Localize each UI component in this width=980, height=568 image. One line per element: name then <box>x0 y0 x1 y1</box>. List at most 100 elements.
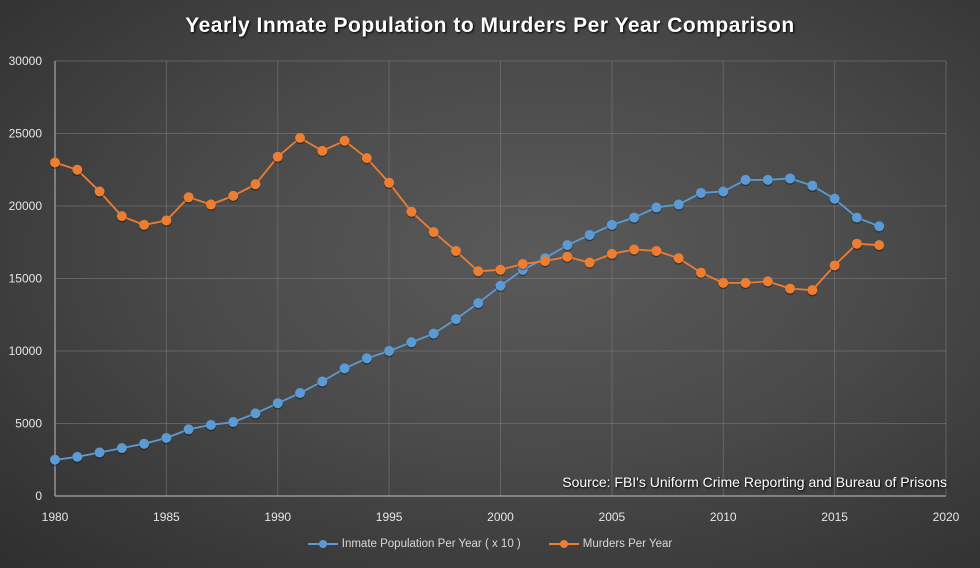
x-tick-label: 2015 <box>821 510 848 524</box>
data-point[interactable] <box>116 211 127 222</box>
gridlines <box>55 60 947 496</box>
data-point[interactable] <box>874 240 885 251</box>
data-point[interactable] <box>629 244 640 255</box>
data-point[interactable] <box>428 227 439 238</box>
data-point[interactable] <box>183 192 194 203</box>
data-point[interactable] <box>562 240 573 251</box>
data-point[interactable] <box>428 328 439 339</box>
data-point[interactable] <box>874 221 885 232</box>
data-point[interactable] <box>718 186 729 197</box>
data-point[interactable] <box>673 199 684 210</box>
data-point[interactable] <box>740 174 751 185</box>
data-point[interactable] <box>807 285 818 296</box>
data-point[interactable] <box>406 337 417 348</box>
chart-title: Yearly Inmate Population to Murders Per … <box>185 14 795 37</box>
data-point[interactable] <box>361 153 372 164</box>
data-point[interactable] <box>651 202 662 213</box>
data-point[interactable] <box>762 174 773 185</box>
data-point[interactable] <box>785 173 796 184</box>
data-point[interactable] <box>339 363 350 374</box>
data-point[interactable] <box>183 424 194 435</box>
y-tick-label: 30000 <box>9 54 43 68</box>
source-annotation: Source: FBI's Uniform Crime Reporting an… <box>562 474 947 490</box>
data-point[interactable] <box>606 219 617 230</box>
data-point[interactable] <box>473 266 484 277</box>
data-point[interactable] <box>228 190 239 201</box>
data-point[interactable] <box>205 199 216 210</box>
y-tick-label: 25000 <box>9 127 43 141</box>
x-tick-label: 2010 <box>710 510 737 524</box>
data-point[interactable] <box>695 267 706 278</box>
legend-marker-inmate-icon <box>307 539 338 549</box>
y-tick-label: 5000 <box>15 417 42 431</box>
data-point[interactable] <box>72 164 83 175</box>
data-point[interactable] <box>584 230 595 240</box>
data-point[interactable] <box>361 353 372 364</box>
data-point[interactable] <box>406 206 417 217</box>
data-point[interactable] <box>116 443 127 454</box>
y-tick-label: 15000 <box>9 272 43 286</box>
data-point[interactable] <box>829 193 840 204</box>
x-tick-label: 1980 <box>42 510 69 524</box>
y-tick-label: 0 <box>35 489 42 503</box>
legend-marker-murders-icon <box>548 539 579 549</box>
data-point[interactable] <box>339 135 350 146</box>
data-point[interactable] <box>161 215 172 226</box>
data-point[interactable] <box>161 433 172 443</box>
data-point[interactable] <box>562 251 573 262</box>
data-point[interactable] <box>495 264 506 275</box>
y-tick-label: 10000 <box>9 344 43 358</box>
data-point[interactable] <box>272 398 283 409</box>
data-point[interactable] <box>851 238 862 249</box>
x-tick-label: 1990 <box>264 510 291 524</box>
data-point[interactable] <box>473 298 484 309</box>
data-point[interactable] <box>517 259 528 269</box>
legend-item-inmate[interactable]: Inmate Population Per Year ( x 10 ) <box>307 538 521 550</box>
data-point[interactable] <box>540 256 551 267</box>
data-point[interactable] <box>50 454 60 465</box>
data-point[interactable] <box>250 408 261 419</box>
legend-item-murders[interactable]: Murders Per Year <box>548 538 673 550</box>
data-point[interactable] <box>317 376 328 387</box>
data-point[interactable] <box>851 212 862 223</box>
x-tick-labels: 1980 1985 1990 1995 2000 2005 2010 2015 2020 <box>42 510 960 524</box>
y-tick-labels: 0 5000 10000 15000 20000 25000 30000 <box>9 54 43 503</box>
data-point[interactable] <box>629 212 640 223</box>
data-point[interactable] <box>139 438 150 449</box>
data-point[interactable] <box>295 388 306 399</box>
data-point[interactable] <box>72 451 83 462</box>
data-point[interactable] <box>205 419 216 430</box>
data-point[interactable] <box>829 260 840 271</box>
legend: Inmate Population Per Year ( x 10 ) Murd… <box>0 538 980 550</box>
data-point[interactable] <box>450 245 461 256</box>
legend-label-murders: Murders Per Year <box>582 538 673 550</box>
legend-label-inmate: Inmate Population Per Year ( x 10 ) <box>341 538 521 550</box>
data-point[interactable] <box>450 314 461 325</box>
data-point[interactable] <box>762 276 773 287</box>
data-point[interactable] <box>250 179 261 190</box>
data-point[interactable] <box>295 132 306 143</box>
series-line <box>54 177 880 461</box>
data-point[interactable] <box>94 186 105 197</box>
data-point[interactable] <box>673 253 684 264</box>
data-point[interactable] <box>228 417 239 428</box>
series-inmate-population <box>49 173 885 467</box>
data-point[interactable] <box>94 447 105 458</box>
data-point[interactable] <box>606 248 617 259</box>
data-point[interactable] <box>695 187 706 198</box>
data-point[interactable] <box>495 280 506 291</box>
data-point[interactable] <box>785 283 796 294</box>
data-point[interactable] <box>740 277 751 288</box>
data-point[interactable] <box>384 177 395 188</box>
series-group <box>49 132 885 467</box>
data-point[interactable] <box>139 219 150 230</box>
data-point[interactable] <box>718 277 729 288</box>
data-point[interactable] <box>651 245 662 256</box>
data-point[interactable] <box>384 346 395 356</box>
data-point[interactable] <box>50 157 60 168</box>
data-point[interactable] <box>317 145 328 156</box>
data-point[interactable] <box>807 180 818 191</box>
data-point[interactable] <box>584 257 595 268</box>
data-point[interactable] <box>272 151 283 162</box>
